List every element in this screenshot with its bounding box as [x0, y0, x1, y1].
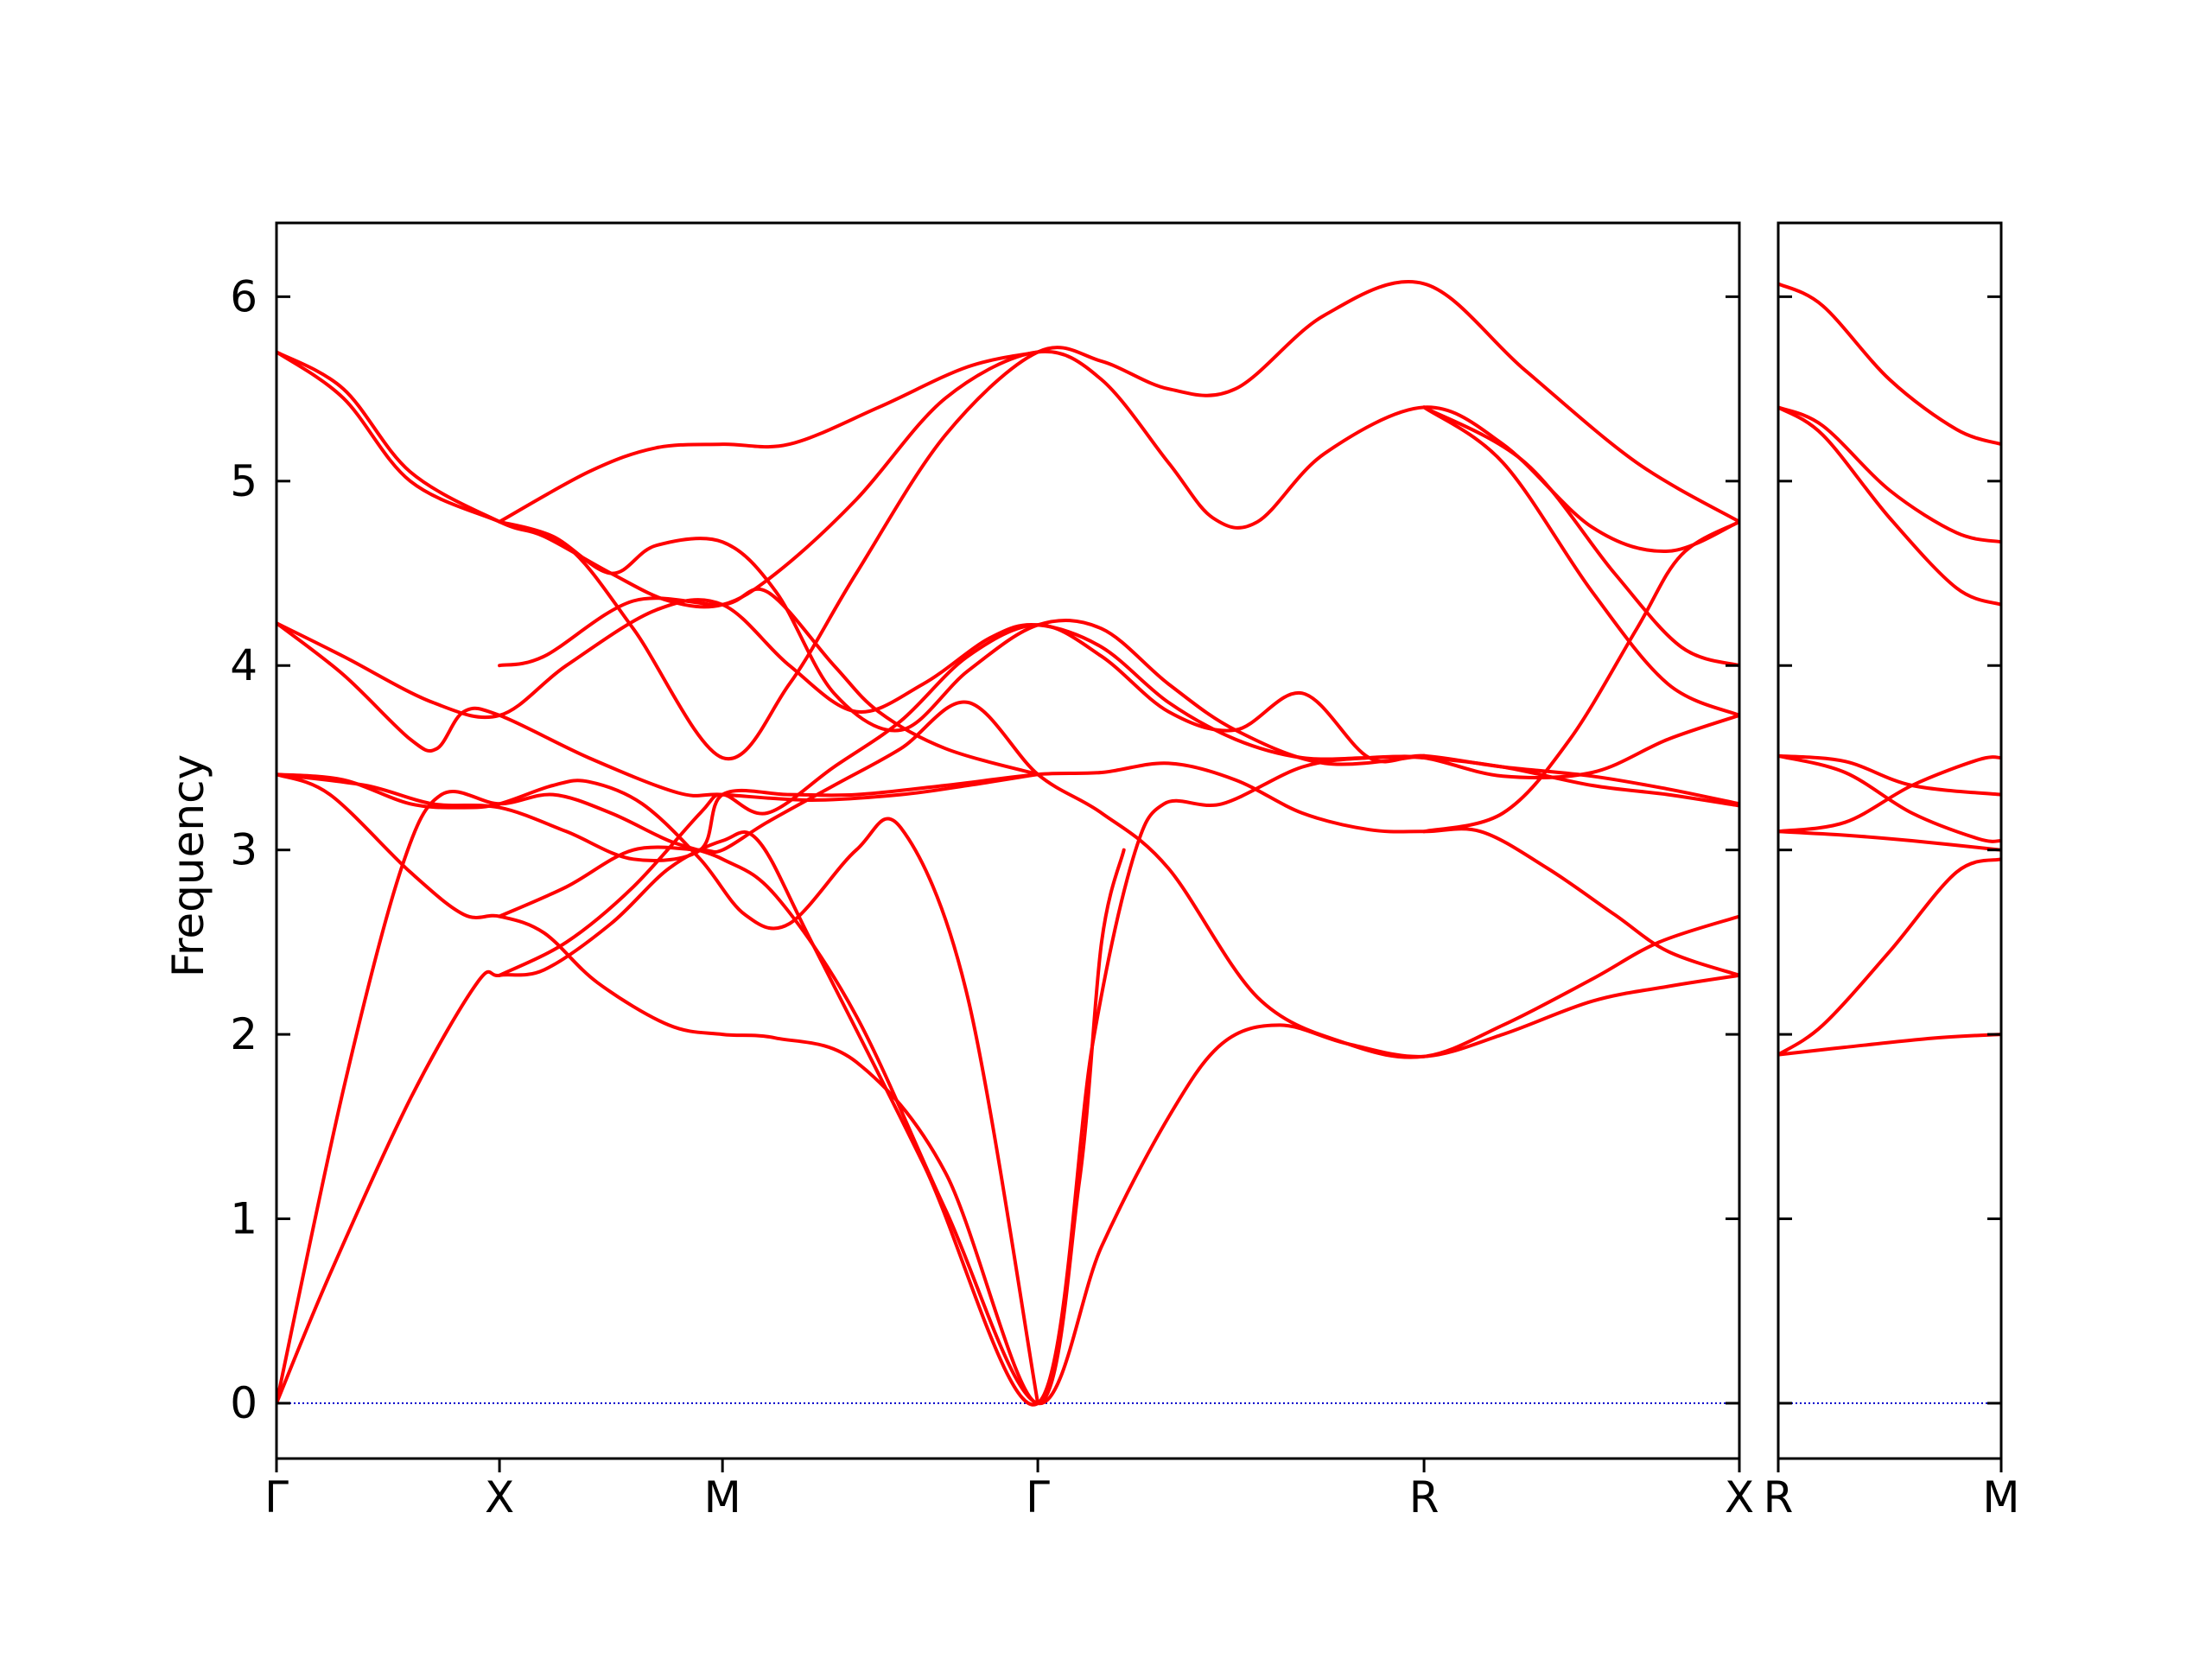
- band-main-7: [498, 623, 1739, 977]
- y-tick-label: 4: [230, 640, 257, 690]
- y-tick-label: 1: [230, 1194, 257, 1244]
- band-main-10: [498, 587, 1040, 777]
- y-tick-label: 0: [230, 1378, 257, 1428]
- band-main-15: [1422, 405, 1739, 668]
- y-tick-label: 2: [230, 1009, 257, 1059]
- band-main-13: [498, 350, 1040, 524]
- plot-frame-right: [1777, 221, 2003, 1460]
- band-right-4: [1778, 753, 2001, 797]
- k-point-label: Γ: [264, 1472, 289, 1522]
- band-main-6: [498, 700, 1739, 1059]
- y-tick-label: 5: [230, 456, 257, 506]
- band-right-7: [1778, 830, 2001, 852]
- plot-frame-main: [275, 221, 1741, 1460]
- k-point-label: M: [1982, 1472, 2019, 1522]
- y-tick-label: 6: [230, 271, 257, 321]
- y-axis-label: Frequency: [163, 754, 213, 977]
- k-point-label: X: [1725, 1472, 1754, 1522]
- band-main-16: [1422, 405, 1739, 717]
- band-main-2: [276, 754, 1739, 1407]
- band-main-14: [498, 519, 1427, 766]
- band-main-1: [276, 789, 1739, 1406]
- k-point-label: X: [485, 1472, 514, 1522]
- band-main-17: [1422, 519, 1739, 834]
- k-point-label: R: [1409, 1472, 1440, 1522]
- band-right-3: [1778, 405, 2001, 607]
- main-panel: 0 1 2 3 4 5 6 Γ X M Γ R X: [230, 221, 1754, 1522]
- band-main-3: [276, 772, 1126, 1406]
- band-main-8: [276, 621, 1040, 802]
- k-point-label: M: [704, 1472, 741, 1522]
- band-right-2: [1778, 405, 2001, 544]
- k-point-label: R: [1764, 1472, 1794, 1522]
- band-right-5: [1778, 753, 2001, 843]
- k-point-label: Γ: [1026, 1472, 1050, 1522]
- band-right-9: [1778, 1033, 2001, 1057]
- y-tick-label: 3: [230, 825, 257, 875]
- band-right-1: [1778, 282, 2001, 447]
- band-main-9: [276, 598, 1739, 780]
- band-right-8: [1778, 857, 2001, 1057]
- band-right-6: [1778, 755, 2001, 834]
- band-main-12: [276, 280, 1739, 761]
- band-main-4: [276, 772, 1040, 1405]
- band-main-5: [276, 761, 1739, 977]
- band-main-11: [276, 349, 1739, 609]
